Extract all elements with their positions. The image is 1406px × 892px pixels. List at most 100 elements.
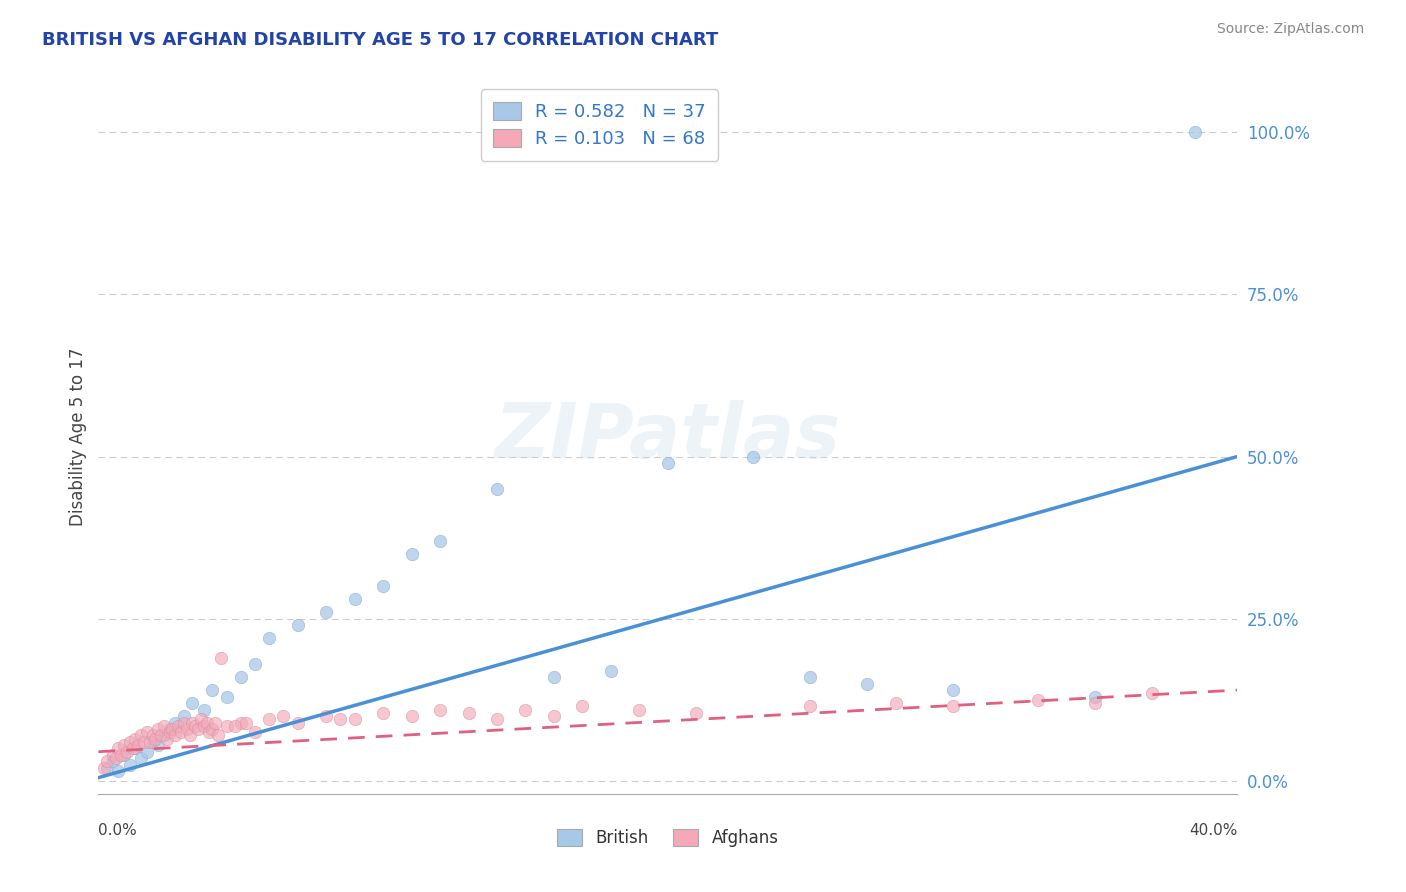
Point [173, 709, 195, 723]
Point [884, 696, 907, 710]
Point [229, 715, 252, 730]
Text: Source: ZipAtlas.com: Source: ZipAtlas.com [1216, 22, 1364, 37]
Point [287, 618, 309, 632]
Point [129, 751, 152, 765]
Point [486, 712, 509, 726]
Point [1140, 686, 1163, 700]
Point [167, 719, 190, 733]
Point [101, 755, 124, 769]
Point [101, 747, 124, 762]
Point [124, 731, 146, 746]
Point [315, 709, 337, 723]
Point [371, 706, 394, 720]
Point [179, 729, 201, 743]
Point [329, 712, 352, 726]
Point [224, 719, 246, 733]
Point [1026, 693, 1049, 707]
Point [457, 706, 479, 720]
Point [628, 702, 651, 716]
Point [543, 709, 565, 723]
Point [486, 482, 509, 496]
Point [141, 729, 163, 743]
Point [235, 715, 257, 730]
Point [259, 631, 281, 645]
Point [184, 719, 207, 733]
Point [209, 650, 232, 665]
Point [204, 715, 226, 730]
Y-axis label: Disability Age 5 to 17: Disability Age 5 to 17 [69, 348, 87, 526]
Point [96, 761, 118, 775]
Point [942, 699, 965, 714]
Point [799, 670, 821, 684]
Point [1084, 696, 1107, 710]
Point [159, 725, 181, 739]
Point [162, 722, 184, 736]
Point [135, 725, 157, 739]
Point [107, 741, 129, 756]
Point [371, 579, 394, 593]
Point [287, 715, 309, 730]
Point [315, 605, 337, 619]
Point [187, 722, 209, 736]
Point [118, 735, 141, 749]
Point [153, 729, 176, 743]
Point [600, 664, 623, 678]
Point [1084, 690, 1107, 704]
Point [159, 722, 181, 736]
Point [173, 715, 195, 730]
Point [107, 764, 129, 779]
Point [515, 702, 537, 716]
Point [685, 706, 707, 720]
Point [799, 699, 821, 714]
Point [170, 725, 193, 739]
Point [190, 712, 212, 726]
Point [201, 683, 224, 698]
Point [148, 738, 170, 752]
Point [215, 690, 238, 704]
Point [138, 735, 160, 749]
Point [165, 729, 187, 743]
Point [112, 738, 135, 752]
Point [124, 741, 146, 756]
Point [121, 741, 143, 756]
Point [243, 657, 266, 672]
Point [141, 735, 163, 749]
Point [118, 757, 141, 772]
Point [942, 683, 965, 698]
Point [148, 722, 170, 736]
Text: BRITISH VS AFGHAN DISABILITY AGE 5 TO 17 CORRELATION CHART: BRITISH VS AFGHAN DISABILITY AGE 5 TO 17… [42, 31, 718, 49]
Point [115, 745, 138, 759]
Point [215, 719, 238, 733]
Point [127, 738, 149, 752]
Point [165, 715, 187, 730]
Point [104, 751, 127, 765]
Text: 40.0%: 40.0% [1189, 823, 1237, 838]
Point [243, 725, 266, 739]
Point [181, 715, 204, 730]
Point [96, 755, 118, 769]
Point [401, 709, 423, 723]
Point [193, 702, 215, 716]
Point [145, 731, 167, 746]
Point [176, 722, 198, 736]
Point [201, 722, 224, 736]
Point [135, 745, 157, 759]
Point [193, 719, 215, 733]
Point [343, 712, 366, 726]
Point [543, 670, 565, 684]
Text: 0.0%: 0.0% [98, 823, 138, 838]
Point [156, 731, 179, 746]
Point [129, 729, 152, 743]
Point [742, 450, 765, 464]
Text: ZIPatlas: ZIPatlas [495, 401, 841, 474]
Point [657, 456, 679, 470]
Point [153, 719, 176, 733]
Point [207, 729, 229, 743]
Point [1184, 125, 1206, 139]
Point [429, 533, 451, 548]
Point [132, 735, 155, 749]
Point [181, 696, 204, 710]
Point [343, 592, 366, 607]
Point [571, 699, 593, 714]
Point [93, 761, 115, 775]
